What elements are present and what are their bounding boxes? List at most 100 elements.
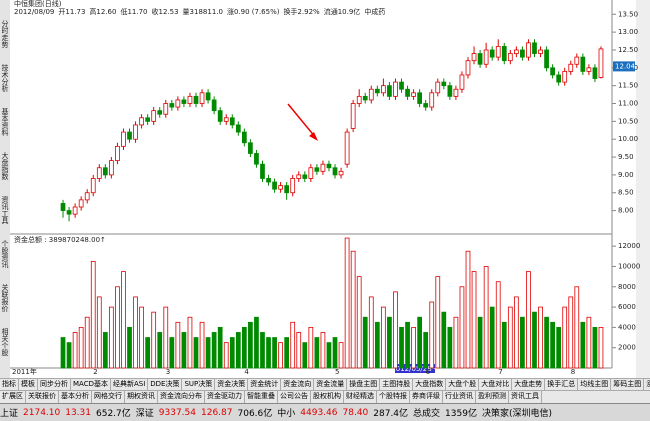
y-tick-label: 10000: [618, 262, 640, 270]
tab[interactable]: 盈利预测: [476, 391, 509, 403]
side-tab[interactable]: 关联报价: [1, 283, 9, 312]
status-item: 2174.10: [23, 407, 61, 418]
tab[interactable]: 主图持股: [380, 379, 414, 391]
tab[interactable]: 操盘主图: [347, 379, 381, 391]
volume-bar: [229, 337, 235, 369]
candle-body: [495, 46, 501, 58]
tab[interactable]: 筹码主图: [611, 379, 645, 391]
volume-bar: [574, 286, 580, 369]
tab[interactable]: 基本分析: [59, 391, 92, 403]
tab[interactable]: 网格交行: [92, 391, 125, 403]
volume-bar: [495, 281, 501, 369]
volume-bar: [586, 316, 592, 369]
volume-bar: [115, 286, 120, 369]
volume-bar: [169, 337, 175, 369]
tab[interactable]: SUP决策: [182, 379, 216, 391]
info-item: 高12.60: [89, 7, 116, 16]
volume-bar: [290, 321, 296, 369]
candle-body: [441, 81, 447, 87]
side-tab[interactable]: 相关个股: [1, 327, 9, 357]
tab[interactable]: 大盘指数: [413, 379, 447, 391]
candle-body: [308, 167, 314, 179]
volume-bar: [501, 321, 507, 369]
volume-bar: [507, 306, 513, 369]
volume-bar: [489, 306, 495, 369]
volume-bar: [580, 321, 586, 369]
side-tab[interactable]: 分时走势: [1, 19, 9, 49]
candle-body: [465, 60, 471, 76]
y-tick-label: 10.50: [618, 117, 638, 125]
tab[interactable]: 经典新ASI: [111, 379, 149, 391]
tab[interactable]: 智能重叠: [245, 391, 278, 403]
tab[interactable]: DDE决策: [148, 379, 183, 391]
tab[interactable]: 股权机构: [311, 391, 344, 403]
tab[interactable]: 资金决策: [215, 379, 249, 391]
tab[interactable]: 均线主图: [578, 379, 612, 391]
volume-bar: [109, 306, 114, 369]
volume-bar: [266, 337, 271, 369]
candle-body: [598, 48, 604, 78]
candle-body: [374, 88, 380, 94]
volume-bar: [187, 316, 193, 369]
side-tab[interactable]: 大盘指数: [1, 151, 9, 181]
volume-bar: [199, 321, 205, 369]
side-tab[interactable]: 个股资讯: [1, 240, 9, 269]
tab[interactable]: 财经精选: [344, 391, 377, 403]
tab[interactable]: 换手汇总: [545, 379, 579, 391]
tab[interactable]: 大盘对比: [479, 379, 513, 391]
volume-bar: [441, 311, 447, 369]
tab[interactable]: 大盘个股: [446, 379, 480, 391]
candle-body: [477, 53, 483, 65]
tab[interactable]: 资金流向: [281, 379, 315, 391]
side-tab[interactable]: 技术分析: [1, 63, 9, 93]
candle-body: [556, 74, 562, 83]
tab[interactable]: 关联报价: [26, 391, 59, 403]
tab[interactable]: 扩展区: [0, 391, 26, 403]
y-tick-label: 10.00: [618, 135, 638, 143]
volume-bar: [562, 306, 568, 369]
tab[interactable]: 个股特报: [377, 391, 410, 403]
tab[interactable]: 期权资讯: [125, 391, 158, 403]
tab[interactable]: 资金驱动力: [205, 391, 245, 403]
tab[interactable]: MACD基本: [71, 379, 111, 391]
volume-bar: [84, 316, 90, 369]
x-tick-label: 7: [498, 368, 502, 376]
candle-body: [133, 124, 138, 140]
tab[interactable]: 资金流向分布: [158, 391, 205, 403]
tab[interactable]: 同步分析: [38, 379, 71, 391]
volume-bar: [374, 321, 380, 369]
x-tick-label: 8: [571, 368, 575, 376]
tab[interactable]: 券商评级: [410, 391, 443, 403]
tab[interactable]: 涨停板线: [644, 379, 650, 391]
candle-body: [520, 49, 525, 58]
volume-bar: [205, 337, 211, 369]
tab[interactable]: 大盘走势: [512, 379, 546, 391]
tab[interactable]: 资金统计: [248, 379, 282, 391]
volume-bar: [399, 326, 404, 369]
info-item: 2012/08/09: [14, 8, 54, 16]
volume-bar: [78, 326, 84, 369]
candle-body: [411, 92, 416, 97]
tab[interactable]: 资金流量: [314, 379, 348, 391]
side-tab[interactable]: 资讯工具: [1, 195, 9, 225]
status-item: 9337.54: [158, 407, 196, 418]
candle-body: [145, 117, 151, 122]
y-tick-label: 11.50: [618, 82, 638, 90]
status-item: 78.40: [342, 407, 369, 418]
price-marker: [613, 61, 635, 72]
tab[interactable]: 模板: [19, 379, 38, 391]
candle-body: [580, 56, 586, 72]
status-item: 上证: [0, 409, 19, 419]
tab[interactable]: 资讯工具: [509, 391, 542, 403]
candle-body: [453, 88, 459, 97]
volume-bar: [284, 337, 290, 369]
tab[interactable]: 指标: [0, 379, 19, 391]
volume-bar: [90, 260, 96, 369]
tab[interactable]: 行业资讯: [443, 391, 476, 403]
info-item: 换手2.92%: [283, 7, 320, 16]
candle-body: [338, 170, 344, 176]
candle-body: [102, 167, 108, 176]
tab[interactable]: 公司公告: [278, 391, 311, 403]
side-tab[interactable]: 基本资料: [1, 107, 9, 137]
candle-body: [393, 81, 398, 97]
